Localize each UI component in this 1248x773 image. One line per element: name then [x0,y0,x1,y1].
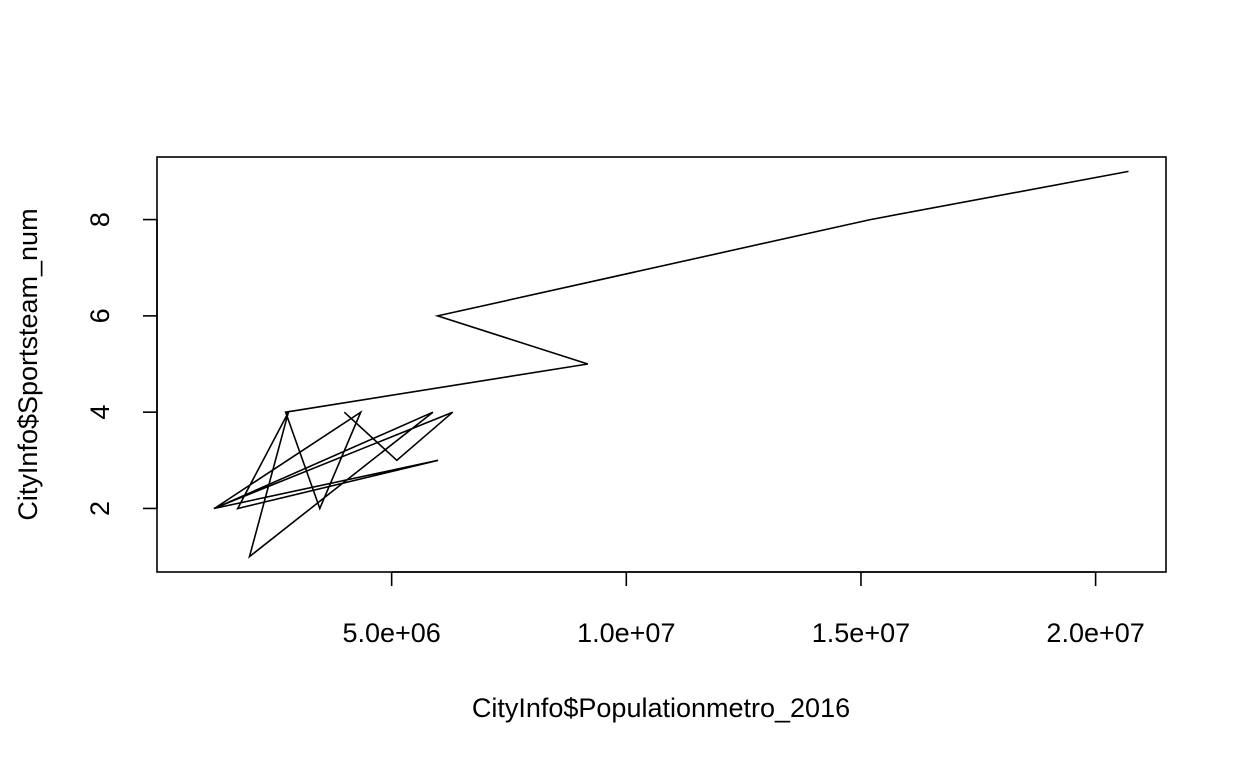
y-axis: 2 4 6 8 [85,212,158,516]
y-tick-label: 6 [85,308,115,323]
series-line-0 [213,170,1129,559]
series-layer [213,170,1129,559]
x-tick-label: 5.0e+06 [342,618,440,648]
y-axis-label: CityInfo$Sportsteam_num [13,208,43,520]
y-tick-label: 8 [85,212,115,227]
x-tick-label: 2.0e+07 [1046,618,1144,648]
x-axis-label: CityInfo$Populationmetro_2016 [472,693,850,723]
x-tick-label: 1.5e+07 [812,618,910,648]
x-tick-label: 1.0e+07 [577,618,675,648]
y-tick-label: 4 [85,405,115,420]
y-tick-label: 2 [85,501,115,516]
x-axis: 5.0e+06 1.0e+07 1.5e+07 2.0e+07 [342,571,1145,648]
